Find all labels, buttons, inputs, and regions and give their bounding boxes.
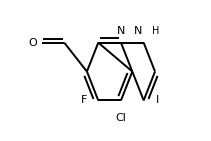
Text: O: O bbox=[28, 38, 37, 48]
Text: N: N bbox=[134, 26, 143, 36]
Text: N: N bbox=[117, 26, 125, 36]
Text: F: F bbox=[81, 95, 87, 105]
Text: Cl: Cl bbox=[116, 113, 126, 123]
Text: I: I bbox=[156, 95, 159, 105]
Text: H: H bbox=[151, 26, 159, 36]
